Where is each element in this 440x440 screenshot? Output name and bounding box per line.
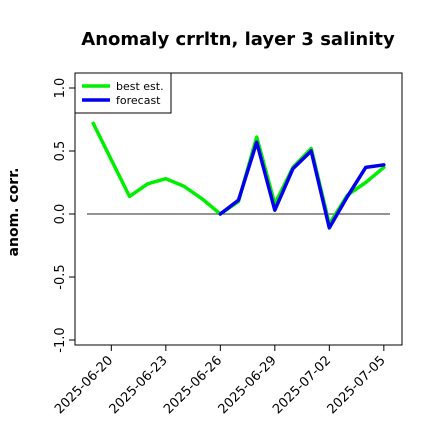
series-line-forecast (218, 140, 386, 230)
y-tick-label: 1.0 (53, 78, 68, 99)
y-tick-label: -0.5 (53, 264, 68, 289)
legend: best est.forecast (74, 72, 172, 114)
y-tick-label: 0.5 (53, 141, 68, 162)
chart-title: Anomaly crrltn, layer 3 salinity (81, 29, 395, 50)
plot-area (74, 72, 403, 346)
y-axis-label: anom. corr. (6, 168, 22, 257)
legend-label: forecast (116, 94, 161, 107)
x-tick-label: 2025-07-05 (325, 353, 389, 417)
legend-label: best est. (116, 80, 164, 93)
y-tick-label: -1.0 (53, 327, 68, 352)
legend-box (74, 72, 172, 114)
y-tick-label: 0.0 (53, 204, 68, 225)
